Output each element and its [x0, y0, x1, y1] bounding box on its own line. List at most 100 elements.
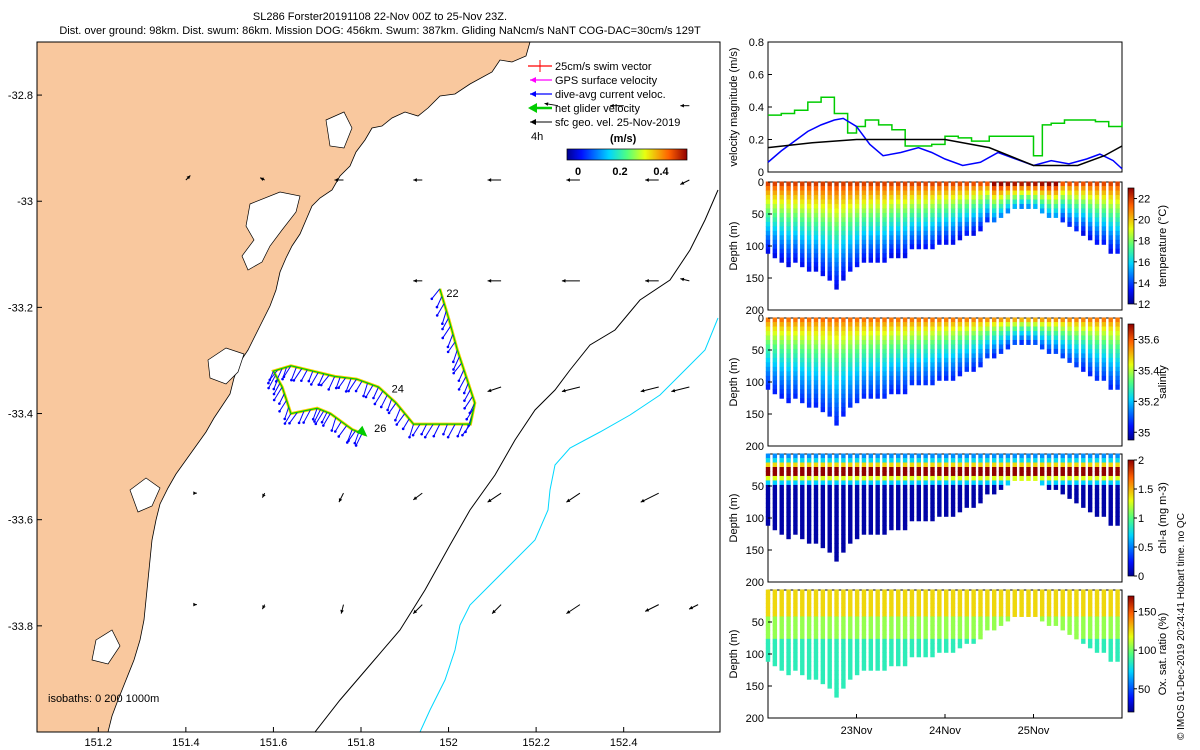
title-line-2: Dist. over ground: 98km. Dist. swum: 86k…: [59, 25, 701, 37]
chla-section-cbar-tick-label-1: 0.5: [1138, 542, 1153, 554]
geo-vector-24: [487, 492, 502, 503]
dac-vector-8-0: [387, 402, 397, 415]
geo-vector-33: [644, 604, 659, 612]
salinity-section-dots: [765, 317, 1120, 426]
oxygen-section-cbar-tick-label-2: 150: [1138, 606, 1156, 618]
geo-vector-2: [680, 103, 690, 108]
geo-vector-20: [193, 491, 197, 495]
dac-vector-16-3: [302, 409, 312, 424]
salinity-section-ytick-label-2: 100: [746, 377, 764, 389]
chla-section-colorbar: [1127, 459, 1135, 577]
salinity-section-ylabel: Depth (m): [728, 358, 740, 407]
dac-vector-8-3: [373, 390, 384, 406]
geo-vector-12: [487, 279, 502, 283]
dac-vector-5-2: [446, 423, 456, 439]
temperature-section-dots: [765, 181, 1120, 290]
oxygen-section-xtick-label-1: 24Nov: [929, 725, 961, 737]
dac-vector-13-1: [281, 366, 288, 381]
temperature-section-cbar-tick-label-0: 12: [1138, 299, 1150, 311]
dac-vector-18-3: [337, 425, 348, 438]
dac-vector-0-2: [435, 303, 445, 317]
oxygen-section-colorbar: [1127, 595, 1135, 713]
figure-title: SL286 Forster20191108 22-Nov 00Z to 25-N…: [0, 10, 760, 38]
map-xtick-label-5: 152.2: [522, 737, 550, 749]
dac-vector-12-1: [300, 369, 308, 383]
legend-sfc-label: sfc geo. vel. 25-Nov-2019: [555, 117, 680, 129]
oxygen-section-ytick-label-1: 100: [746, 649, 764, 661]
isobath-1000m: [419, 317, 719, 732]
credit-text: © IMOS 01-Dec-2019 20:24:41 Hobart time.…: [1176, 513, 1187, 740]
chla-section-cbar-tick-label-0: 0: [1138, 571, 1144, 583]
dac-vector-19-3: [354, 433, 363, 447]
dac-vector-14-3: [272, 382, 281, 396]
legend-net-arrow: [528, 103, 537, 113]
dac-vector-6-0: [432, 423, 441, 438]
map-ytick-label-0: -32.8: [8, 90, 33, 102]
dac-vector-16-2: [297, 410, 305, 425]
salinity-section-ytick-label-3: 150: [746, 409, 764, 421]
dac-vector-1-1: [441, 325, 452, 340]
dac-vector-0-1: [435, 295, 443, 309]
dac-vector-5-1: [456, 423, 464, 438]
salinity-section-cbar-tick-label-0: 35: [1138, 427, 1150, 439]
salinity-section-ytick-label-1: 50: [752, 345, 764, 357]
chla-section-ytick-label-2: 150: [746, 545, 764, 557]
geo-vector-10: [680, 179, 690, 185]
dac-vector-0-0: [430, 288, 441, 301]
legend-dac-label: dive-avg current veloc.: [555, 89, 666, 101]
dac-vector-3-3: [463, 396, 474, 410]
dac-vector-18-0: [322, 413, 331, 427]
dac-vector-6-2: [420, 423, 428, 436]
map-xtick-label-4: 152: [439, 737, 457, 749]
geo-vector-4: [259, 177, 265, 181]
map-colorbar: [566, 148, 688, 161]
dac-vector-10-3: [334, 376, 341, 390]
legend-swim-label: 25cm/s swim vector: [555, 61, 652, 73]
temperature-section-ytick-label-3: 150: [746, 273, 764, 285]
glider-track: [267, 288, 477, 447]
land-coastline: [37, 42, 531, 732]
dac-vector-16-0: [283, 413, 292, 425]
day-labels: 22 24 26: [374, 288, 458, 435]
dac-vector-1-0: [441, 317, 449, 331]
velocity-series-1: [767, 117, 1123, 170]
lake-3: [129, 477, 161, 513]
dac-vector-7-2: [395, 413, 406, 426]
day-label-0: 22: [446, 288, 458, 300]
geo-vector-9: [645, 178, 659, 182]
salinity-section-ytick-label-4: 200: [746, 441, 764, 453]
dac-vector-7-3: [394, 408, 401, 422]
dac-vector-11-3: [309, 372, 319, 386]
lake-5: [325, 111, 353, 149]
legend-interval-label: 4h: [531, 131, 543, 143]
dac-vector-15-1: [278, 393, 285, 405]
chla-section: 50 100 150 200 Depth (m) 0 0.5 1 1.5 2 chl-a (mg m…: [728, 453, 1169, 589]
dac-vector-11-2: [317, 373, 325, 387]
map-colorbar-tick-1: 0.2: [612, 166, 627, 178]
map-ytick-label-1: -33: [17, 196, 33, 208]
geo-vector-27: [193, 602, 197, 607]
legend-net-label: net glider velocity: [555, 103, 640, 115]
map-ytick-label-4: -33.6: [8, 515, 33, 527]
velocity-frame: [767, 41, 1123, 173]
chla-section-cbar-label: chl-a (mg m-3): [1157, 482, 1169, 554]
velocity-ytick-label-1: 0.2: [749, 135, 764, 147]
dac-vector-15-0: [272, 386, 283, 402]
dac-vector-12-0: [307, 370, 314, 383]
dac-vector-17-1: [313, 409, 321, 423]
geo-vector-8: [566, 178, 580, 182]
geo-vector-26: [640, 492, 659, 503]
map-xtick-label-6: 152.4: [610, 737, 638, 749]
dac-vector-5-3: [442, 423, 448, 436]
map-colorbar-tick-0: 0: [575, 166, 581, 178]
temperature-section-cbar-tick-label-1: 14: [1138, 278, 1150, 290]
geo-vector-22: [338, 492, 344, 503]
dac-vector-17-0: [311, 408, 318, 421]
geo-vector-3: [185, 175, 191, 181]
map-colorbar-label: (m/s): [610, 133, 637, 145]
dac-vector-3-1: [462, 382, 469, 395]
velocity-ylabel: velocity magnitude (m/s): [728, 47, 740, 166]
map-ytick-label-5: -33.8: [8, 621, 33, 633]
